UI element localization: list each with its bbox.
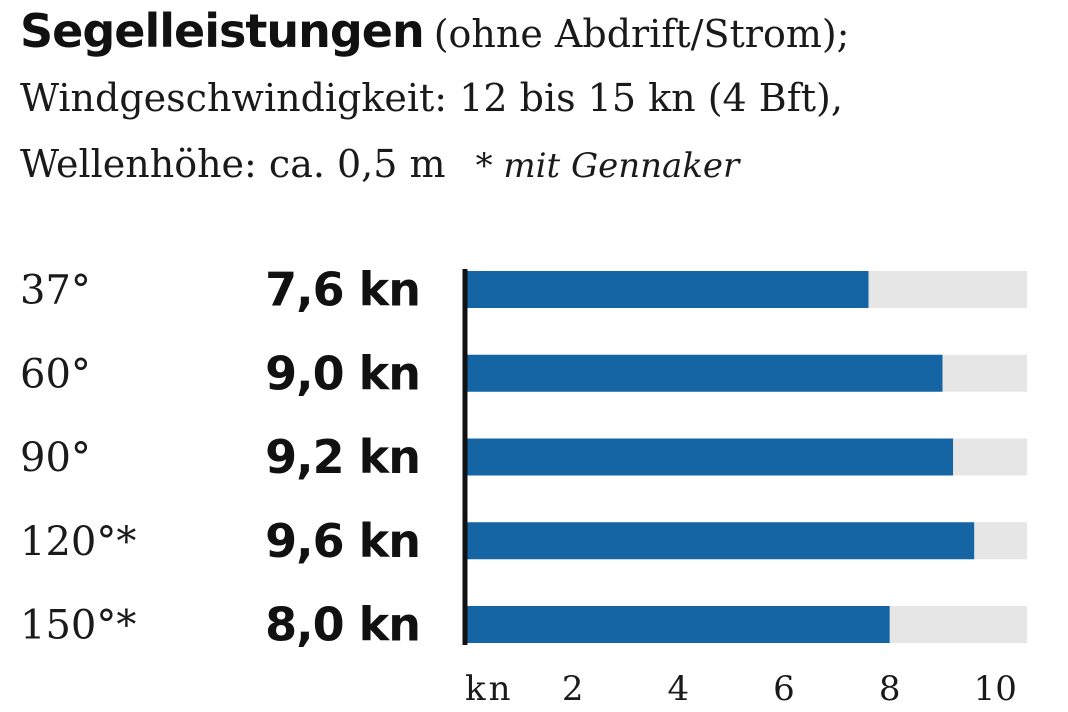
category-label: 60° — [20, 351, 91, 397]
data-label: 9,2 kn — [265, 430, 420, 484]
x-tick-label: 4 — [668, 669, 690, 709]
data-label: 8,0 kn — [265, 598, 420, 652]
subtitle-waves: Wellenhöhe: ca. 0,5 m — [20, 142, 446, 186]
bar — [467, 354, 943, 392]
bar — [467, 522, 975, 560]
footnote: * mit Gennaker — [475, 146, 740, 186]
category-label: 150°* — [20, 603, 136, 649]
data-label: 7,6 kn — [265, 263, 420, 317]
x-tick-label: 2 — [562, 669, 584, 709]
category-label: 120°* — [20, 519, 136, 565]
bar — [467, 606, 890, 643]
chart-title: Segelleistungen — [20, 4, 425, 58]
x-tick-label: 8 — [879, 669, 901, 709]
data-label: 9,6 kn — [265, 514, 420, 568]
bar — [467, 438, 954, 476]
subtitle-part1: (ohne Abdrift/Strom); — [433, 12, 850, 56]
bar — [467, 271, 869, 308]
title-line: Segelleistungen (ohne Abdrift/Strom); — [20, 4, 849, 58]
category-label: 37° — [20, 268, 91, 314]
subtitle-waves-line: Wellenhöhe: ca. 0,5 m * mit Gennaker — [20, 142, 739, 186]
category-label: 90° — [20, 435, 91, 481]
data-label: 9,0 kn — [265, 346, 420, 400]
subtitle-wind: Windgeschwindigkeit: 12 bis 15 kn (4 Bft… — [20, 76, 843, 120]
x-tick-label: 6 — [773, 669, 795, 709]
x-tick-label: 10 — [974, 669, 1017, 709]
x-unit-label: kn — [465, 669, 514, 709]
